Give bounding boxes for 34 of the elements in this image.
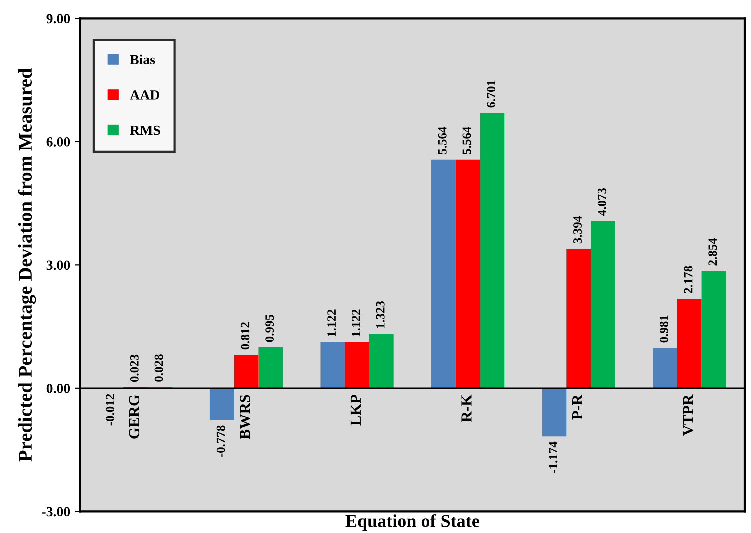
data-label: 6.701 (487, 80, 496, 108)
data-label: 3.394 (574, 216, 582, 244)
data-label: 0.028 (154, 354, 164, 382)
x-axis-title: Equation of State (346, 514, 480, 532)
data-label: -0.778 (216, 426, 226, 458)
data-label: 5.564 (462, 127, 472, 154)
data-label: -0.012 (106, 394, 115, 426)
data-label: 1.122 (352, 310, 360, 336)
legend-label: Bias (130, 54, 156, 65)
x-tick-label: LKP (350, 395, 361, 426)
data-label: -1.174 (549, 442, 558, 474)
legend-label: RMS (130, 126, 160, 136)
y-tick-label: 6.00 (46, 137, 70, 147)
y-tick-label: 0.00 (46, 384, 70, 394)
x-tick-label: VTPR (683, 394, 694, 436)
data-label: 1.323 (376, 301, 385, 328)
data-label: 0.812 (241, 322, 250, 350)
data-label: 1.122 (328, 310, 336, 336)
data-label: 0.981 (660, 316, 668, 343)
x-tick-label: R-K (462, 394, 472, 422)
data-label: 5.564 (438, 127, 447, 154)
data-label: 0.995 (266, 314, 274, 342)
y-tick-label: 9.00 (46, 14, 70, 24)
x-tick-label: BWRS (240, 395, 250, 440)
data-label: 0.023 (130, 354, 139, 382)
y-axis-title: Predicted Percentage Deviation from Measured (18, 68, 36, 462)
x-tick-label: GERG (129, 395, 140, 439)
legend-label: AAD (130, 90, 160, 100)
y-tick-label: 3.00 (46, 260, 70, 270)
data-label: 2.178 (684, 266, 693, 294)
data-label: 2.854 (708, 238, 718, 266)
x-tick-label: P-R (572, 394, 583, 420)
y-tick-label: -3.00 (42, 507, 70, 517)
data-label: 4.073 (598, 188, 606, 216)
